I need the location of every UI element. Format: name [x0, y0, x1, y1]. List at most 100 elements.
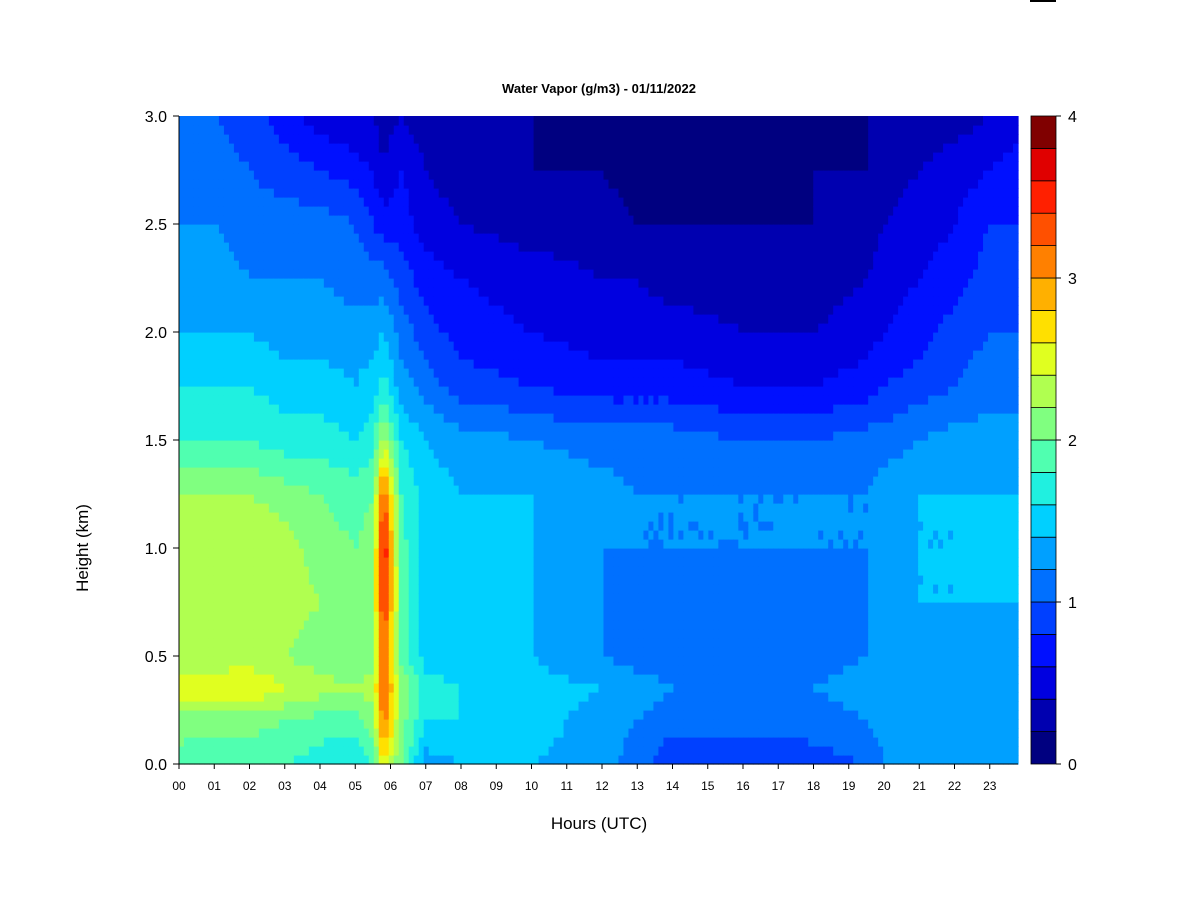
heatmap-cell — [213, 251, 220, 261]
heatmap-cell — [393, 602, 400, 612]
heatmap-cell — [208, 296, 215, 306]
heatmap-cell — [353, 485, 360, 495]
heatmap-cell — [333, 305, 340, 315]
heatmap-cell — [193, 269, 200, 279]
heatmap-cell — [458, 521, 465, 531]
heatmap-cell — [283, 674, 290, 684]
heatmap-cell — [323, 575, 330, 585]
heatmap-cell — [278, 656, 285, 666]
heatmap-cell — [448, 233, 455, 243]
heatmap-cell — [348, 557, 355, 567]
heatmap-cell — [348, 278, 355, 288]
heatmap-cell — [338, 161, 345, 171]
heatmap-cell — [273, 512, 280, 522]
heatmap-cell — [253, 143, 260, 153]
heatmap-cell — [258, 710, 265, 720]
heatmap-cell — [373, 566, 380, 576]
heatmap-cell — [328, 125, 335, 135]
heatmap-cell — [303, 692, 310, 702]
heatmap-cell — [498, 431, 505, 441]
heatmap-cell — [293, 278, 300, 288]
heatmap-cell — [258, 296, 265, 306]
heatmap-cell — [413, 755, 420, 765]
heatmap-cell — [363, 170, 370, 180]
heatmap-cell — [353, 512, 360, 522]
heatmap-cell — [263, 611, 270, 621]
heatmap-cell — [303, 755, 310, 765]
heatmap-cell — [403, 179, 410, 189]
heatmap-cell — [233, 359, 240, 369]
heatmap-cell — [398, 404, 405, 414]
heatmap-cell — [179, 278, 185, 288]
heatmap-cell — [323, 656, 330, 666]
heatmap-cell — [218, 341, 225, 351]
heatmap-cell — [458, 593, 465, 603]
heatmap-cell — [253, 170, 260, 180]
heatmap-cell — [223, 287, 230, 297]
heatmap-cell — [438, 179, 445, 189]
heatmap-cell — [283, 197, 290, 207]
heatmap-cell — [518, 476, 525, 486]
heatmap-cell — [483, 143, 490, 153]
heatmap-cell — [473, 665, 480, 675]
heatmap-cell — [228, 602, 235, 612]
heatmap-cell — [308, 296, 315, 306]
heatmap-cell — [233, 215, 240, 225]
heatmap-cell — [428, 278, 435, 288]
heatmap-cell — [248, 467, 255, 477]
heatmap-cell — [498, 134, 505, 144]
heatmap-cell — [428, 341, 435, 351]
heatmap-cell — [298, 116, 305, 126]
heatmap-cell — [263, 638, 270, 648]
heatmap-cell — [358, 629, 365, 639]
heatmap-cell — [488, 449, 495, 459]
heatmap-cell — [179, 215, 185, 225]
heatmap-cell — [433, 179, 440, 189]
heatmap-cell — [373, 485, 380, 495]
heatmap-cell — [343, 323, 350, 333]
heatmap-cell — [398, 242, 405, 252]
heatmap-cell — [373, 584, 380, 594]
heatmap-cell — [328, 458, 335, 468]
heatmap-cell — [183, 512, 190, 522]
heatmap-cell — [488, 341, 495, 351]
heatmap-cell — [218, 359, 225, 369]
heatmap-cell — [488, 548, 495, 558]
heatmap-cell — [253, 737, 260, 747]
heatmap-cell — [233, 179, 240, 189]
heatmap-cell — [198, 116, 205, 126]
heatmap-cell — [373, 224, 380, 234]
heatmap-cell — [388, 359, 395, 369]
heatmap-cell — [313, 242, 320, 252]
heatmap-cell — [503, 287, 510, 297]
heatmap-cell — [363, 467, 370, 477]
heatmap-cell — [478, 242, 485, 252]
heatmap-cell — [288, 251, 295, 261]
heatmap-cell — [293, 656, 300, 666]
heatmap-cell — [468, 386, 475, 396]
heatmap-cell — [373, 431, 380, 441]
heatmap-cell — [468, 206, 475, 216]
heatmap-cell — [468, 161, 475, 171]
heatmap-cell — [468, 737, 475, 747]
heatmap-cell — [398, 440, 405, 450]
heatmap-cell — [179, 746, 185, 756]
heatmap-cell — [363, 404, 370, 414]
heatmap-cell — [323, 638, 330, 648]
heatmap-cell — [398, 143, 405, 153]
heatmap-cell — [193, 467, 200, 477]
heatmap-cell — [273, 395, 280, 405]
heatmap-cell — [398, 251, 405, 261]
heatmap-cell — [383, 746, 390, 756]
heatmap-cell — [388, 530, 395, 540]
heatmap-cell — [453, 404, 460, 414]
heatmap-cell — [458, 233, 465, 243]
heatmap-cell — [418, 683, 425, 693]
heatmap-cell — [283, 413, 290, 423]
heatmap-cell — [228, 350, 235, 360]
heatmap-cell — [353, 665, 360, 675]
heatmap-cell — [278, 296, 285, 306]
heatmap-cell — [493, 584, 500, 594]
heatmap-cell — [193, 665, 200, 675]
heatmap-cell — [203, 314, 210, 324]
